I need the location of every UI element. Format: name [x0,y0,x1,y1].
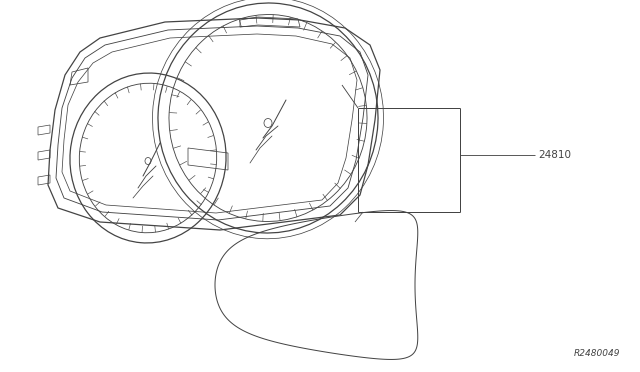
Text: 24810: 24810 [538,150,571,160]
Text: R2480049: R2480049 [573,349,620,358]
